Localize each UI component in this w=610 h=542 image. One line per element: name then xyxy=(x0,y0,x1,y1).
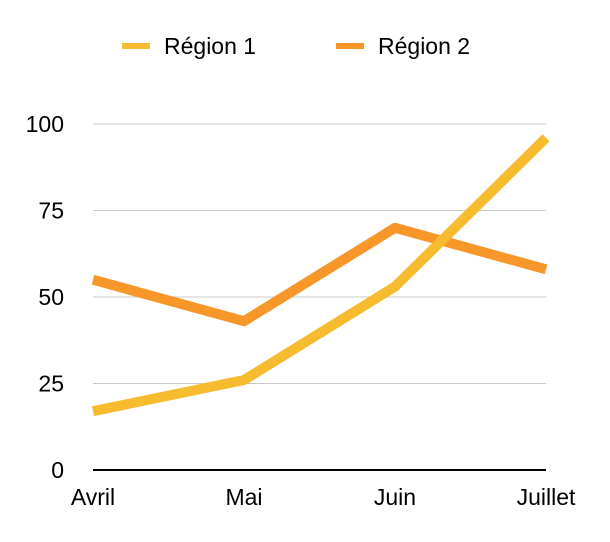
x-tick-label: Mai xyxy=(225,484,262,510)
x-axis: Avril Mai Juin Juillet xyxy=(71,469,576,510)
legend-item-1: Région 1 xyxy=(122,33,256,59)
legend-item-2: Région 2 xyxy=(336,33,470,59)
y-tick-label: 100 xyxy=(26,111,64,137)
legend-label: Région 1 xyxy=(164,33,256,59)
series-line-1 xyxy=(91,134,550,417)
series-layer xyxy=(91,134,550,417)
y-axis: 0 25 50 75 100 xyxy=(26,111,64,483)
x-tick-label: Juin xyxy=(374,484,416,510)
legend-label: Région 2 xyxy=(378,33,470,59)
y-tick-label: 50 xyxy=(38,284,64,310)
series-line-2 xyxy=(91,222,548,327)
x-tick-label: Avril xyxy=(71,484,115,510)
legend: Région 1 Région 2 xyxy=(122,33,470,59)
y-tick-label: 25 xyxy=(38,371,64,397)
y-tick-label: 0 xyxy=(51,457,64,483)
x-tick-label: Juillet xyxy=(517,484,576,510)
y-tick-label: 75 xyxy=(38,198,64,224)
